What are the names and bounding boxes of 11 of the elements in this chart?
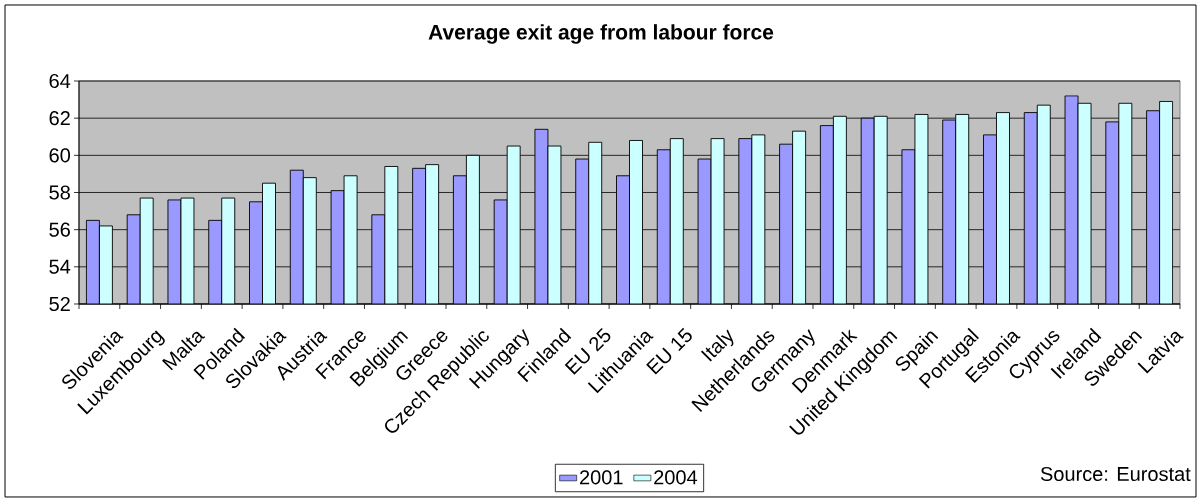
chart-title: Average exit age from labour force (428, 24, 774, 44)
legend-label: 2004 (654, 470, 698, 485)
y-tick-label: 64 (49, 73, 71, 89)
y-tick-label: 62 (49, 111, 70, 126)
y-tick-label: 60 (49, 148, 71, 163)
y-tick-label: 52 (49, 296, 70, 312)
legend-label: 2001 (580, 470, 623, 485)
y-tick-label: 54 (49, 259, 71, 274)
source-note: Source: Eurostat (1040, 466, 1191, 482)
y-tick-label: 58 (49, 185, 70, 200)
y-tick-label: 56 (49, 222, 70, 237)
